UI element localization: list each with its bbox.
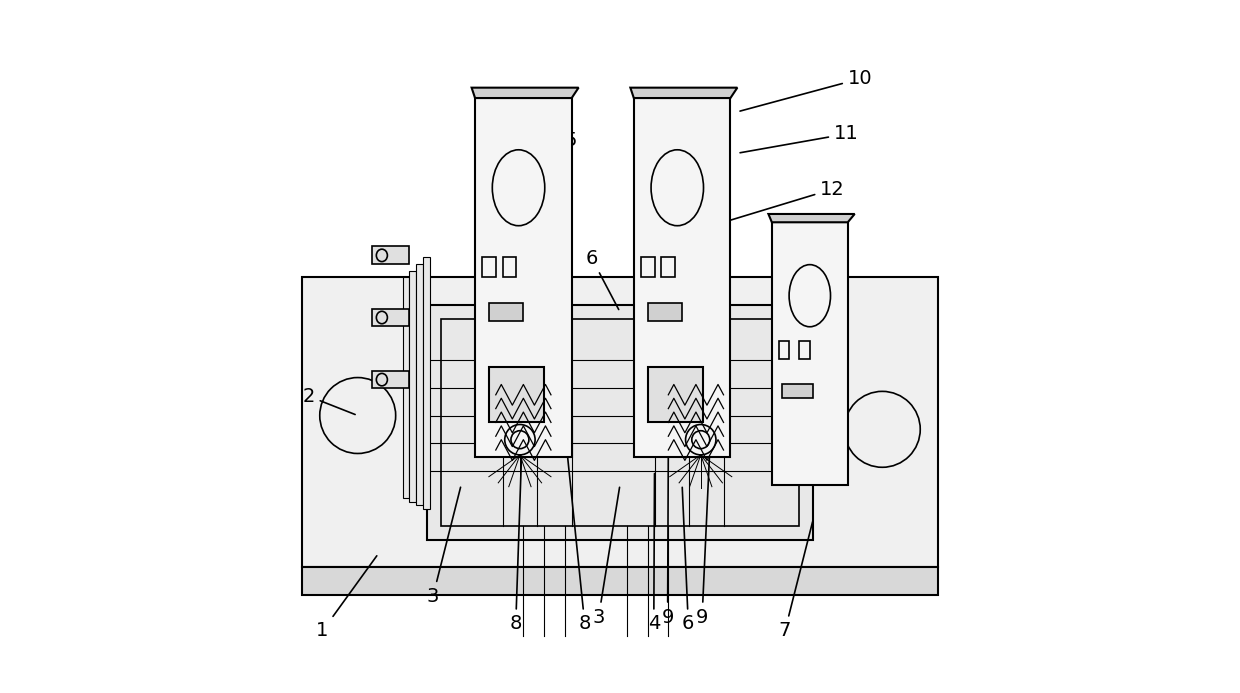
Bar [475, 98, 572, 457]
Polygon shape [630, 88, 738, 98]
Bar [372, 308, 409, 326]
Polygon shape [427, 305, 813, 540]
Bar [409, 270, 417, 502]
Bar [641, 257, 655, 277]
Bar [647, 304, 682, 321]
Bar [502, 257, 517, 277]
Bar [661, 257, 676, 277]
Bar [782, 384, 813, 398]
Bar [423, 257, 430, 509]
Text: 1: 1 [316, 556, 377, 640]
Bar [489, 304, 523, 321]
Bar [771, 222, 848, 484]
Text: 2: 2 [303, 387, 355, 414]
Bar [634, 98, 730, 457]
Text: 6: 6 [682, 487, 694, 633]
Text: 11: 11 [740, 125, 859, 152]
Bar [482, 257, 496, 277]
Bar [647, 367, 703, 423]
Polygon shape [303, 568, 937, 595]
Bar [779, 342, 789, 359]
Polygon shape [769, 214, 854, 222]
Text: 8: 8 [565, 432, 591, 633]
Text: 3: 3 [593, 487, 620, 626]
Text: 4: 4 [647, 473, 660, 633]
Text: 6: 6 [585, 249, 619, 310]
Bar [489, 367, 544, 423]
Bar [372, 371, 409, 388]
Text: 10: 10 [740, 69, 873, 111]
Text: 3: 3 [427, 487, 460, 606]
Polygon shape [471, 88, 579, 98]
Text: 5: 5 [526, 132, 578, 186]
Text: 9: 9 [661, 453, 673, 626]
Text: 7: 7 [779, 522, 812, 640]
Bar [372, 247, 409, 263]
Text: 9: 9 [696, 453, 709, 626]
Bar [417, 263, 423, 505]
Text: 8: 8 [510, 405, 523, 633]
Bar [403, 277, 409, 498]
Text: 12: 12 [727, 179, 844, 222]
Polygon shape [303, 277, 937, 568]
Bar [800, 342, 810, 359]
